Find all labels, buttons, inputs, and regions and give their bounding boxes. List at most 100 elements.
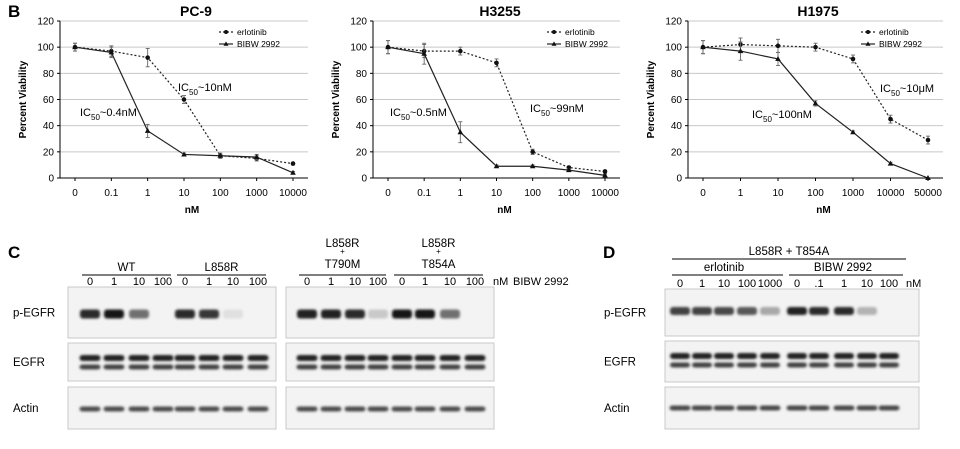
data-point xyxy=(775,55,781,61)
data-point xyxy=(529,163,536,169)
x-axis-label: nM xyxy=(497,205,511,216)
data-point xyxy=(737,48,744,54)
band-d-egfr-lower xyxy=(834,362,854,368)
x-tick-label: 10 xyxy=(491,188,503,199)
y-tick-label: 80 xyxy=(671,69,683,80)
band-d-pegfr xyxy=(787,307,807,315)
y-tick-label: 100 xyxy=(665,43,682,54)
y-tick-label: 60 xyxy=(43,95,55,106)
blot-d-group-label: BIBW 2992 xyxy=(814,262,872,274)
y-axis-label: Percent Viability xyxy=(18,60,29,138)
blot-d-dose-label: 100 xyxy=(738,278,756,290)
band-c-egfr-upper xyxy=(464,355,486,361)
band-c-egfr-lower xyxy=(367,364,389,370)
y-tick-label: 0 xyxy=(676,174,682,185)
blot-c-dose-label: 10 xyxy=(227,276,239,288)
band-c-pegfr xyxy=(321,309,341,319)
blot-c-group-label: + xyxy=(340,247,345,256)
band-d-pegfr xyxy=(692,307,712,315)
y-tick-label: 60 xyxy=(671,95,683,106)
blot-d-dose-label: 100 xyxy=(880,278,898,290)
band-c-egfr-lower xyxy=(247,364,269,370)
band-c-egfr-lower xyxy=(344,364,366,370)
x-tick-label: 1 xyxy=(738,188,744,199)
band-c-actin xyxy=(198,406,220,412)
band-d-pegfr xyxy=(737,307,757,315)
band-d-egfr-upper xyxy=(714,353,734,359)
x-tick-label: 1000 xyxy=(246,188,269,199)
ic50-annotation: IC50~10nM xyxy=(178,82,232,97)
legend-label: erlotinib xyxy=(237,27,267,37)
blot-c-panel xyxy=(67,342,277,382)
data-point xyxy=(602,169,608,174)
data-point xyxy=(530,149,535,155)
blot-d-panel xyxy=(664,340,920,383)
blot-c-dose-label: 100 xyxy=(249,276,267,288)
legend-marker xyxy=(865,41,871,46)
blot-c-row-label: EGFR xyxy=(13,357,45,369)
band-d-egfr-upper xyxy=(857,353,877,359)
data-point xyxy=(700,44,706,50)
band-c-egfr-upper xyxy=(79,355,101,361)
blot-c-dose-label: 10 xyxy=(349,276,361,288)
band-d-egfr-lower xyxy=(809,362,829,368)
legend-marker xyxy=(552,30,556,34)
blot-d-group-label: erlotinib xyxy=(704,262,744,274)
data-point xyxy=(144,127,151,133)
band-d-actin xyxy=(856,405,878,411)
data-point xyxy=(888,116,893,122)
chart-title: PC-9 xyxy=(180,3,212,19)
data-point xyxy=(181,151,187,157)
band-c-pegfr xyxy=(80,309,100,319)
band-c-actin xyxy=(296,406,318,412)
band-c-egfr-upper xyxy=(344,355,366,361)
data-point xyxy=(108,49,115,55)
band-d-actin xyxy=(669,405,691,411)
data-point xyxy=(217,152,224,158)
data-point xyxy=(493,163,500,169)
band-c-pegfr xyxy=(440,309,460,319)
band-d-egfr-upper xyxy=(760,353,780,359)
band-c-actin xyxy=(464,406,486,412)
band-c-pegfr xyxy=(104,309,124,319)
y-tick-label: 120 xyxy=(350,17,367,28)
band-d-actin xyxy=(833,405,855,411)
band-c-egfr-lower xyxy=(79,364,101,370)
band-d-egfr-upper xyxy=(670,353,690,359)
band-d-egfr-lower xyxy=(857,362,877,368)
blot-d-dose-label: 0 xyxy=(794,278,800,290)
band-c-actin xyxy=(103,406,125,412)
y-tick-label: 100 xyxy=(350,43,367,54)
band-d-actin xyxy=(691,405,713,411)
x-tick-label: 0.1 xyxy=(417,188,431,199)
band-c-egfr-lower xyxy=(439,364,461,370)
data-point xyxy=(850,129,856,135)
blot-c-panel xyxy=(285,286,495,339)
y-tick-label: 0 xyxy=(48,174,54,185)
band-d-egfr-lower xyxy=(787,362,807,368)
band-d-actin xyxy=(736,405,758,411)
legend-label: BIBW 2992 xyxy=(565,39,608,49)
chart-title: H3255 xyxy=(479,3,520,19)
blot-c-group-label: L858R xyxy=(205,262,239,274)
x-tick-label: 100 xyxy=(524,188,541,199)
blot-d-unit: nM xyxy=(906,278,921,290)
x-tick-label: 1 xyxy=(458,188,464,199)
band-c-actin xyxy=(391,406,413,412)
data-point xyxy=(290,169,296,175)
band-c-egfr-lower xyxy=(222,364,244,370)
blot-c-group-label: + xyxy=(436,247,441,256)
band-c-egfr-lower xyxy=(128,364,150,370)
band-c-egfr-upper xyxy=(103,355,125,361)
data-point xyxy=(925,137,931,143)
data-point xyxy=(850,56,856,62)
blot-c-dose-label: 0 xyxy=(399,276,405,288)
y-tick-label: 100 xyxy=(37,43,54,54)
blot-d-dose-label: 0 xyxy=(677,278,683,290)
band-d-egfr-upper xyxy=(809,353,829,359)
band-d-egfr-lower xyxy=(737,362,757,368)
band-c-egfr-upper xyxy=(198,355,220,361)
data-point xyxy=(813,44,818,50)
